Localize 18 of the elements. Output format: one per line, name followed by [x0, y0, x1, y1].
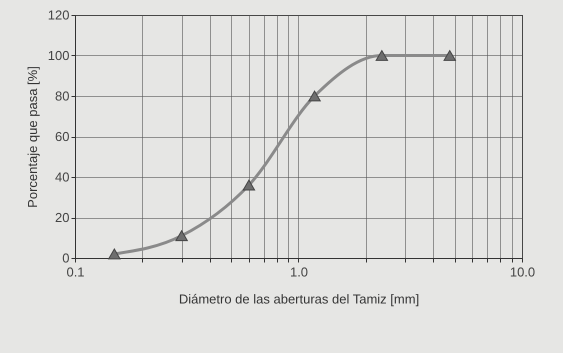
x-tick-label: 10.0: [510, 264, 536, 280]
y-tick-label: 100: [48, 48, 70, 63]
y-tick-label: 80: [55, 88, 70, 104]
y-tick-label: 0: [62, 250, 70, 266]
x-tick-label: 0.1: [66, 264, 85, 280]
y-tick-label: 60: [55, 129, 70, 144]
point: [308, 90, 321, 102]
y-tick-label: 40: [55, 170, 70, 184]
point: [376, 50, 388, 61]
x-tick-label: 1.0: [290, 264, 308, 280]
y-tick-label: 20: [55, 210, 70, 225]
y-axis-title: Porcentaje que pasa [%]: [24, 66, 40, 208]
y-tick-label: 120: [48, 8, 70, 22]
point: [444, 50, 456, 61]
point: [108, 248, 121, 260]
x-axis-title: Diámetro de las aberturas del Tamiz [mm]: [178, 292, 420, 306]
point: [242, 180, 256, 191]
point: [175, 230, 188, 242]
